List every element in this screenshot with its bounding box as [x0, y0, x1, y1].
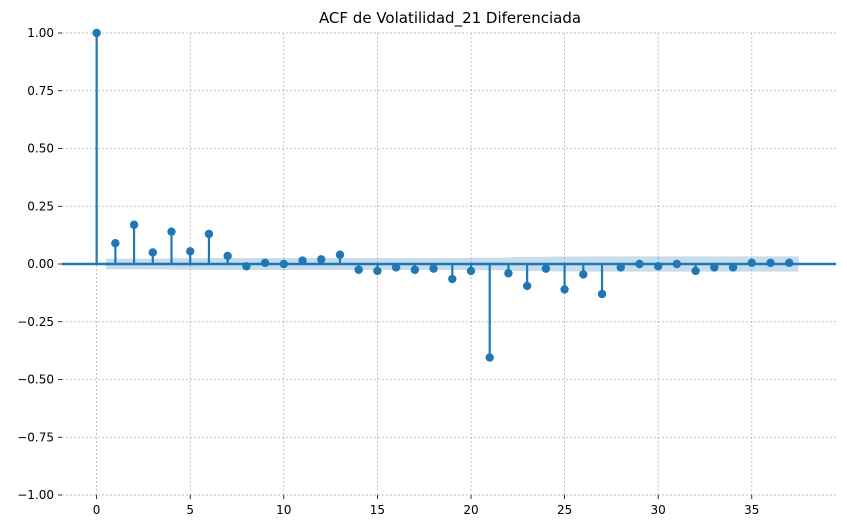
x-tick-label: 5: [186, 503, 194, 517]
x-tick-label: 15: [370, 503, 385, 517]
y-tick-label: −1.00: [17, 488, 54, 502]
y-tick-label: −0.50: [17, 373, 54, 387]
acf-marker-21: [485, 353, 494, 362]
x-tick-layer: 0 5 10 15 20 25 30 35: [93, 495, 759, 517]
acf-marker-3: [148, 248, 157, 257]
acf-marker-29: [635, 259, 644, 269]
acf-marker-26: [579, 270, 588, 279]
acf-marker-23: [522, 281, 532, 291]
y-tick-label: 0.25: [27, 199, 54, 213]
acf-marker-22: [504, 269, 513, 278]
acf-marker-12: [317, 255, 326, 264]
acf-marker-24: [541, 264, 551, 273]
acf-marker-14: [354, 265, 363, 274]
acf-marker-18: [429, 264, 438, 273]
x-tick-label: 0: [93, 503, 101, 517]
acf-marker-15: [373, 266, 382, 276]
y-tick-label: −0.75: [17, 430, 54, 444]
acf-marker-10: [279, 259, 289, 269]
acf-marker-5: [186, 247, 195, 256]
acf-marker-4: [167, 227, 176, 236]
y-tick-layer: 1.00 0.75 0.50 0.25 0.00 −0.25 −0.50 −0.75 −1.00: [17, 26, 62, 502]
y-tick-label: 1.00: [27, 26, 54, 40]
acf-marker-11: [298, 256, 307, 265]
acf-marker-34: [728, 263, 738, 272]
x-tick-label: 30: [651, 503, 666, 517]
acf-marker-36: [766, 258, 775, 268]
acf-marker-32: [691, 266, 700, 276]
chart-title: ACF de Volatilidad_21 Diferenciada: [319, 9, 581, 28]
acf-marker-7: [223, 251, 232, 261]
acf-marker-19: [448, 274, 457, 284]
acf-marker-9: [260, 258, 270, 268]
y-tick-label: −0.25: [17, 315, 54, 329]
acf-marker-31: [672, 259, 682, 269]
x-tick-label: 25: [557, 503, 572, 517]
acf-marker-17: [410, 265, 420, 274]
acf-marker-20: [466, 266, 476, 276]
acf-marker-1: [111, 239, 120, 248]
acf-marker-0: [92, 28, 101, 38]
acf-marker-16: [391, 263, 401, 272]
x-tick-label: 20: [463, 503, 478, 517]
x-tick-label: 10: [276, 503, 291, 517]
acf-marker-37: [785, 258, 794, 268]
acf-marker-13: [335, 250, 345, 259]
acf-marker-35: [747, 258, 756, 268]
x-tick-label: 35: [744, 503, 759, 517]
acf-marker-33: [710, 263, 719, 272]
acf-marker-25: [560, 285, 569, 294]
acf-marker-8: [242, 262, 251, 271]
acf-marker-6: [204, 229, 214, 239]
stem-layer: [92, 28, 794, 362]
acf-marker-28: [616, 263, 625, 272]
acf-marker-30: [653, 262, 663, 271]
acf-marker-2: [129, 220, 139, 229]
y-tick-label: 0.50: [27, 142, 54, 156]
acf-marker-27: [597, 289, 607, 299]
y-tick-label: 0.75: [27, 84, 54, 98]
y-tick-label: 0.00: [27, 257, 54, 271]
